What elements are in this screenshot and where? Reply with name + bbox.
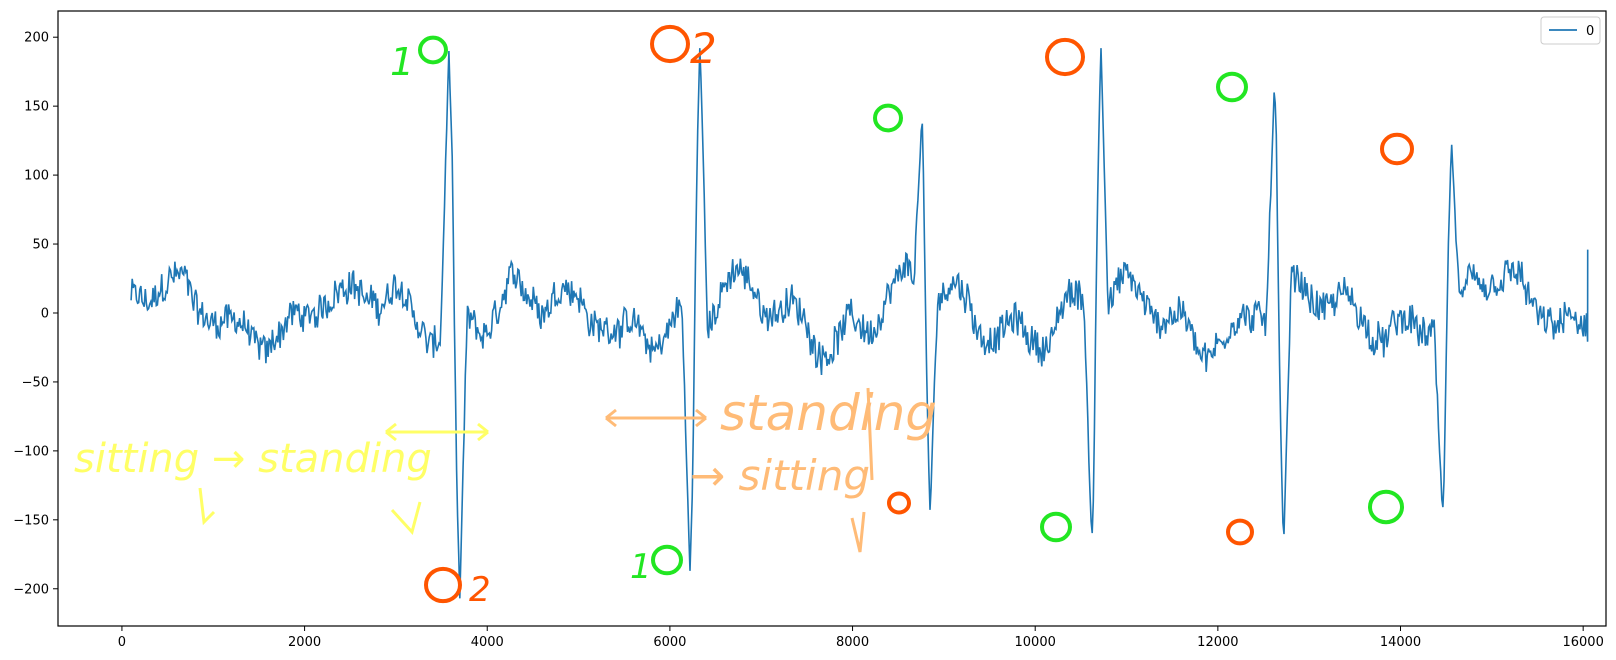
x-tick-label: 8000 [836,635,869,650]
marker-circle-red [1382,135,1412,164]
x-tick-label: 16000 [1562,635,1603,650]
marker-circle-green [875,106,901,131]
y-tick-label: −150 [13,513,49,528]
y-axis-ticks: −200 −150 −100 −50 0 50 100 150 200 [13,31,58,598]
series-line-0 [131,48,1588,598]
marker-circle-green [653,547,681,574]
label-2: 2 [469,570,491,610]
marker-circle-red [426,569,460,601]
mark [392,502,420,532]
marker-circle-green [1218,74,1246,101]
marker-circle-red [1047,40,1083,74]
annotation-sitting-to-standing: sitting → standing [74,436,432,482]
marker-circle-red [889,494,909,513]
annotation-standing: standing [720,384,937,442]
marker-circle-red [1228,521,1252,544]
mark [200,488,214,522]
double-arrow [606,410,706,426]
y-tick-label: −100 [13,444,49,459]
hand-annotations: 1 2 2 1 sitting → standing standing → sitting [74,24,1412,610]
label-2: 2 [690,24,717,73]
y-tick-label: −200 [13,582,49,597]
y-tick-label: 150 [24,100,49,115]
marker-circle-red [652,27,688,61]
y-tick-label: 0 [41,306,49,321]
y-tick-label: 100 [24,169,49,184]
x-tick-label: 4000 [471,635,504,650]
x-tick-label: 14000 [1380,635,1421,650]
marker-circle-green [1042,514,1070,541]
y-tick-label: 50 [32,238,49,253]
marker-circle-green [420,38,446,63]
label-1: 1 [630,547,652,587]
x-tick-label: 6000 [653,635,686,650]
label-1: 1 [390,40,414,84]
x-axis-ticks: 0 2000 4000 6000 8000 10000 12000 14000 16000 [118,626,1604,650]
x-tick-label: 12000 [1197,635,1238,650]
plot-frame [58,11,1606,626]
x-tick-label: 10000 [1015,635,1056,650]
y-tick-label: 200 [24,31,49,46]
annotation-to-sitting: → sitting [690,451,870,500]
x-tick-label: 2000 [288,635,321,650]
marker-circle-green [1370,492,1402,522]
y-tick-label: −50 [22,375,49,390]
legend: 0 [1541,17,1600,44]
x-tick-label: 0 [118,635,126,650]
legend-label-0: 0 [1586,24,1594,39]
